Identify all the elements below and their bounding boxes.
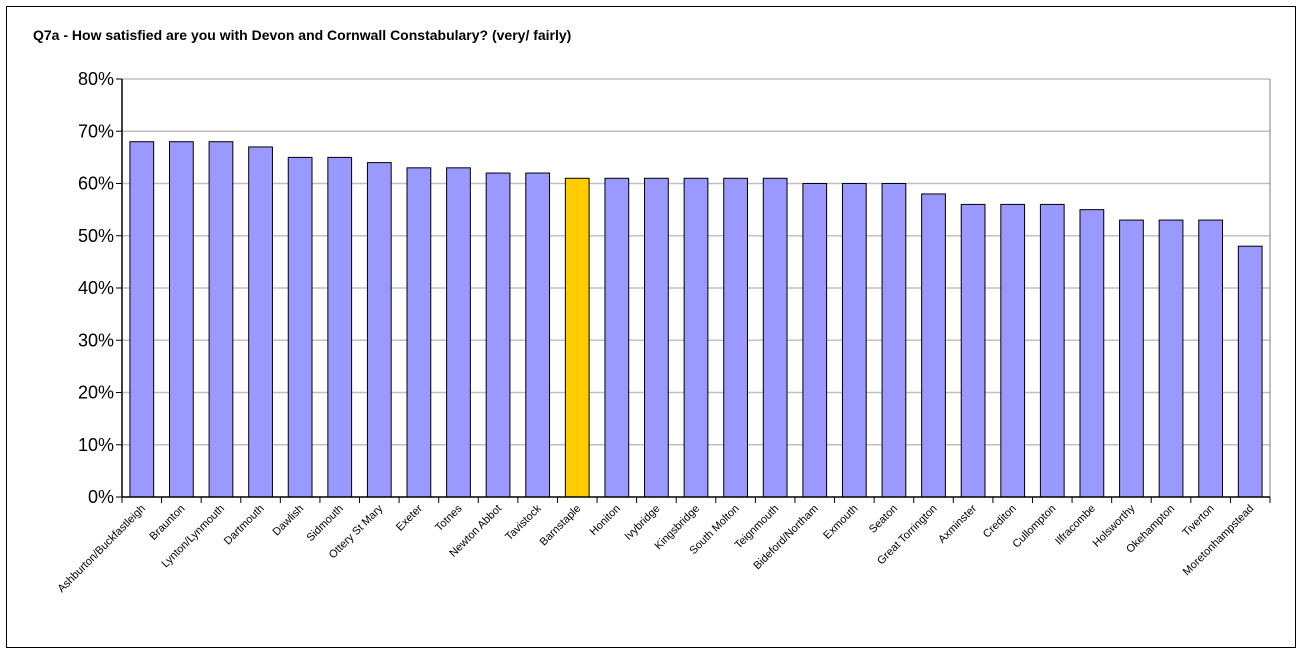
y-tick-label: 80%: [78, 69, 114, 89]
x-tick-label: Totnes: [433, 502, 465, 534]
axes: [116, 78, 1271, 503]
bar: [1079, 209, 1105, 498]
chart-title: Q7a - How satisfied are you with Devon a…: [33, 27, 572, 43]
bar: [169, 141, 194, 498]
y-tick-label: 20%: [78, 383, 114, 403]
x-tick-label: Ashburton/Buckfastleigh: [56, 503, 148, 595]
x-tick-label: Tavistock: [503, 502, 544, 543]
bar: [683, 177, 709, 498]
bar: [1198, 219, 1223, 498]
x-tick-label: Dartmouth: [222, 503, 267, 548]
y-tick-labels: 0% 10% 20% 30% 40% 50% 60% 70% 80%: [78, 69, 114, 507]
x-tick-labels: Ashburton/Buckfastleigh BrauntonLynton/Ly…: [56, 502, 1257, 595]
bar: [485, 172, 511, 498]
x-tick-label: Ivybridge: [622, 503, 662, 543]
x-tick-label: Honiton: [588, 503, 623, 538]
bar: [762, 177, 788, 498]
x-tick-label: Moretonhampstead: [1181, 503, 1257, 579]
x-tick-label: Dawlish: [271, 503, 307, 539]
bar: [921, 193, 946, 498]
x-tick-label: Cullompton: [1011, 503, 1059, 551]
y-tick-label: 30%: [78, 330, 114, 350]
y-tick-label: 60%: [78, 174, 114, 194]
bar: [723, 177, 748, 498]
bar: [1237, 245, 1263, 498]
x-tick-label: Braunton: [147, 503, 187, 543]
x-tick-label: Exeter: [394, 502, 425, 533]
bar: [1158, 219, 1184, 498]
bar: [129, 141, 155, 498]
bar: [208, 141, 234, 498]
bar: [841, 183, 867, 498]
bar: [525, 172, 551, 498]
bar: [327, 156, 353, 498]
x-tick-label: Crediton: [981, 503, 1019, 541]
x-tick-label: Axminster: [936, 502, 979, 545]
bar: [881, 183, 907, 498]
bar: [406, 167, 432, 498]
y-tick-label: 40%: [78, 278, 114, 298]
bar: [248, 146, 273, 498]
bar: [1039, 203, 1065, 498]
y-tick-label: 0%: [88, 487, 114, 507]
bar: [446, 167, 471, 498]
x-tick-label: Sidmouth: [304, 503, 345, 544]
x-tick-label: Tiverton: [1180, 503, 1216, 539]
bar: [960, 203, 986, 498]
bar: [644, 177, 669, 498]
bar: [802, 183, 828, 498]
x-tick-label: Exmouth: [821, 503, 860, 542]
y-tick-label: 50%: [78, 226, 114, 246]
bar: [287, 156, 313, 498]
bar: [1119, 219, 1144, 498]
y-tick-label: 10%: [78, 435, 114, 455]
bar: [604, 177, 630, 498]
bar: [564, 177, 590, 498]
bar: [366, 162, 392, 498]
y-tick-label: 70%: [78, 121, 114, 141]
bars: [129, 141, 1263, 498]
bar: [1000, 203, 1026, 498]
x-tick-label: Seaton: [867, 503, 900, 536]
x-tick-label: Barnstaple: [538, 503, 584, 549]
